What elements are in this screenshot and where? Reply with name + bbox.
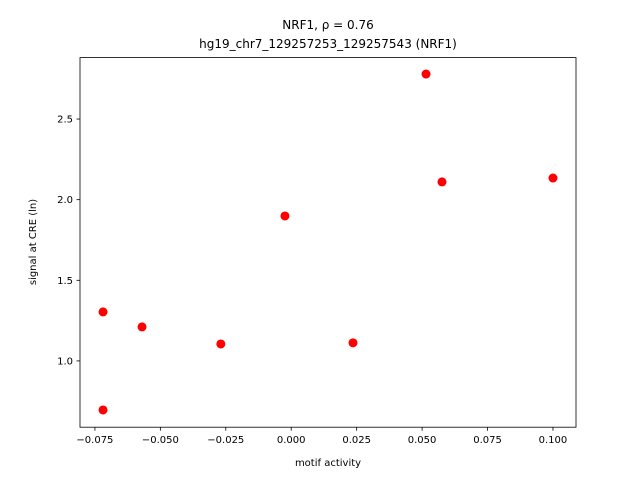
point xyxy=(437,177,447,187)
y-tick-label: 2.5 xyxy=(57,115,73,126)
x-tick-label: 0.100 xyxy=(539,435,568,446)
y-tick-label: 1.0 xyxy=(57,356,73,367)
x-tick-label: 0.075 xyxy=(473,435,502,446)
y-tick-label: 2.0 xyxy=(57,195,73,206)
y-axis-label: signal at CRE (ln) xyxy=(28,199,39,285)
point xyxy=(280,211,290,221)
x-axis-label: motif activity xyxy=(295,458,361,469)
x-tick-label: −0.050 xyxy=(142,435,179,446)
plot-frame xyxy=(79,57,577,428)
point xyxy=(421,69,431,79)
point xyxy=(98,405,108,415)
point xyxy=(98,307,108,317)
x-tick-label: −0.075 xyxy=(76,435,113,446)
point xyxy=(548,173,558,183)
chart-title: NRF1, ρ = 0.76 xyxy=(282,18,374,32)
x-tick-label: 0.025 xyxy=(342,435,371,446)
chart-subtitle: hg19_chr7_129257253_129257543 (NRF1) xyxy=(199,37,457,51)
y-tick-label: 1.5 xyxy=(57,276,73,287)
point xyxy=(216,339,226,349)
x-tick-label: 0.000 xyxy=(277,435,306,446)
x-tick-label: −0.025 xyxy=(207,435,244,446)
x-tick-label: 0.050 xyxy=(408,435,437,446)
point xyxy=(137,322,147,332)
point xyxy=(348,338,358,348)
